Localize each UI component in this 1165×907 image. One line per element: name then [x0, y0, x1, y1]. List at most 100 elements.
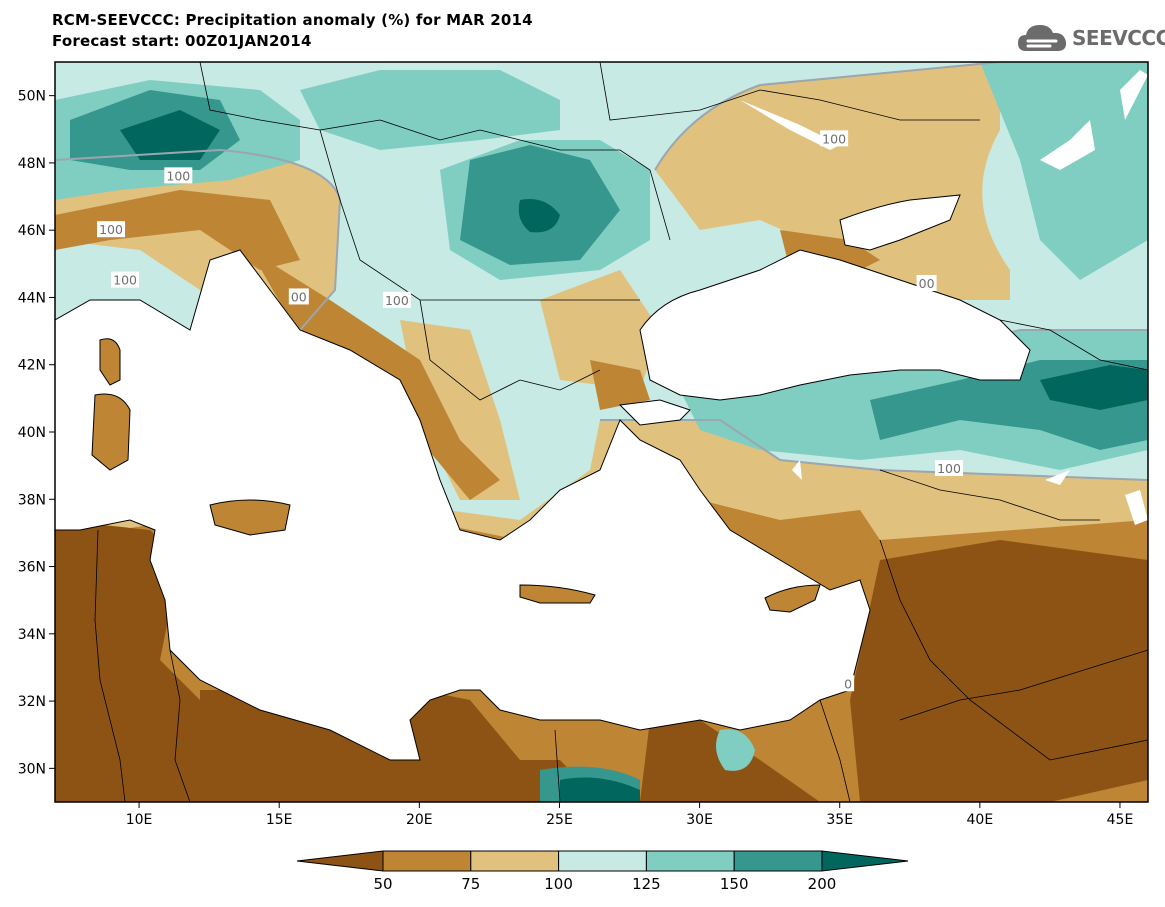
- anomaly-romania-200: [518, 199, 560, 233]
- border-libya-egypt: [554, 729, 561, 802]
- missing-data-patches: [740, 70, 1148, 525]
- latitude-axis: 50N 48N 46N 44N 42N 40N 38N 36N 34N 32N 30N: [18, 89, 55, 777]
- lat-tick-label: 36N: [18, 560, 46, 576]
- title-block: RCM-SEEVCCC: Precipitation anomaly (%) f…: [52, 10, 533, 52]
- contour-label-bg: [97, 221, 126, 238]
- anomaly-balkans-75: [400, 320, 520, 500]
- colorbar-label: 50: [373, 875, 392, 893]
- lat-tick-label: 32N: [18, 694, 46, 710]
- contour-label: 100: [937, 461, 961, 476]
- logo-text: SEEVCCC: [1072, 26, 1165, 50]
- lon-tick-label: 45E: [1107, 812, 1134, 828]
- colorbar: 50 75 100 125 150 200: [296, 850, 909, 893]
- contour-label-bg: [842, 675, 855, 692]
- anomaly-field: [55, 62, 1148, 802]
- colorbar-label: 75: [461, 875, 480, 893]
- contour-label-bg: [935, 460, 964, 476]
- anomaly-egypt-125: [716, 729, 755, 771]
- missing-patch-turkey-2: [1125, 490, 1148, 525]
- contour-label-bg: [916, 275, 937, 291]
- country-borders: [94, 62, 1148, 802]
- colorbar-swatch: [733, 850, 823, 872]
- lon-tick-label: 25E: [546, 812, 573, 828]
- missing-patch-russia-2: [1040, 120, 1095, 170]
- border-ukraine: [599, 62, 980, 121]
- anomaly-ukraine-75: [655, 62, 1010, 300]
- colorbar-low-arrow: [296, 850, 384, 872]
- sea-of-azov: [839, 194, 961, 251]
- lat-tick-label: 40N: [18, 425, 46, 441]
- contour-label-bg: [111, 271, 140, 288]
- colorbar-label: 125: [632, 875, 661, 893]
- contour-label: 100: [822, 131, 846, 146]
- lon-tick-label: 30E: [686, 812, 713, 828]
- map-title: RCM-SEEVCCC: Precipitation anomaly (%) f…: [52, 11, 533, 29]
- border-syria-iraq: [879, 539, 1148, 761]
- black-sea: [639, 249, 1031, 401]
- contour-label-bg: [164, 167, 193, 184]
- contour-label: 100: [113, 273, 137, 288]
- anomaly-iraq-low: [850, 540, 1148, 802]
- anomaly-germany-200: [120, 110, 220, 160]
- missing-patch-turkey-1: [1045, 470, 1070, 485]
- anomaly-poland-125: [300, 70, 560, 150]
- colorbar-swatch: [470, 850, 560, 872]
- border-libya-tunisia: [169, 649, 191, 802]
- lat-tick-label: 48N: [18, 156, 46, 172]
- border-egypt-israel: [819, 699, 851, 802]
- lon-tick-label: 40E: [967, 812, 994, 828]
- border-turkey-syria: [879, 469, 1100, 521]
- cyprus-island: [764, 584, 821, 613]
- colorbar-label: 100: [544, 875, 573, 893]
- lat-tick-label: 44N: [18, 290, 46, 306]
- anomaly-egypt-200: [560, 777, 640, 802]
- sea-mask: [55, 194, 1031, 761]
- sicily-island: [209, 499, 291, 536]
- contour-label: 100: [385, 293, 409, 308]
- missing-patch-turkey-3: [792, 460, 802, 480]
- lat-tick-label: 46N: [18, 223, 46, 239]
- border-south-balkans: [419, 299, 601, 401]
- missing-patch-russia-1: [1120, 70, 1148, 120]
- seevccc-logo: SEEVCCC: [1016, 20, 1165, 56]
- contour-label: 00: [291, 289, 307, 304]
- anomaly-thrace-50: [590, 360, 650, 410]
- corsica-island: [99, 338, 121, 386]
- contour-label: 100: [99, 222, 123, 237]
- lat-tick-label: 42N: [18, 358, 46, 374]
- lon-tick-label: 35E: [826, 812, 853, 828]
- contour-label-bg: [382, 291, 411, 308]
- anomaly-caucasus-200: [1040, 365, 1148, 410]
- anomaly-russia-125: [980, 62, 1148, 280]
- lat-tick-label: 30N: [18, 761, 46, 777]
- colorbar-swatch: [382, 850, 472, 872]
- lon-tick-label: 15E: [266, 812, 293, 828]
- border-jordan-saudi: [899, 649, 1148, 721]
- anomaly-alps-75: [55, 150, 340, 330]
- lat-tick-label: 38N: [18, 492, 46, 508]
- sea-of-marmara: [618, 399, 691, 426]
- forecast-start-label: Forecast start: 00Z01JAN2014: [52, 32, 312, 50]
- border-romania: [479, 129, 671, 241]
- contour-label-bg: [288, 288, 309, 305]
- colorbar-label: 150: [720, 875, 749, 893]
- border-tunisia-algeria: [94, 529, 126, 802]
- contour-100-ukraine: [654, 62, 1001, 171]
- contour-labels: 100 100 100 00 100 100 00 100 0: [97, 130, 964, 692]
- colorbar-swatch: [645, 850, 735, 872]
- contour-label: 00: [919, 276, 935, 291]
- missing-patch-ukraine: [740, 100, 840, 150]
- cloud-logo-icon: [1018, 25, 1067, 51]
- colorbar-high-arrow: [821, 850, 909, 872]
- lat-tick-label: 50N: [18, 89, 46, 105]
- lon-tick-label: 10E: [126, 812, 153, 828]
- mediterranean-sea: [55, 249, 871, 761]
- contour-label: 0: [844, 676, 852, 691]
- colorbar-label: 200: [808, 875, 837, 893]
- lat-tick-label: 34N: [18, 627, 46, 643]
- colorbar-swatch: [558, 850, 647, 872]
- crete-island: [519, 584, 596, 604]
- border-caucasus: [999, 319, 1148, 371]
- contour-label: 100: [166, 168, 190, 183]
